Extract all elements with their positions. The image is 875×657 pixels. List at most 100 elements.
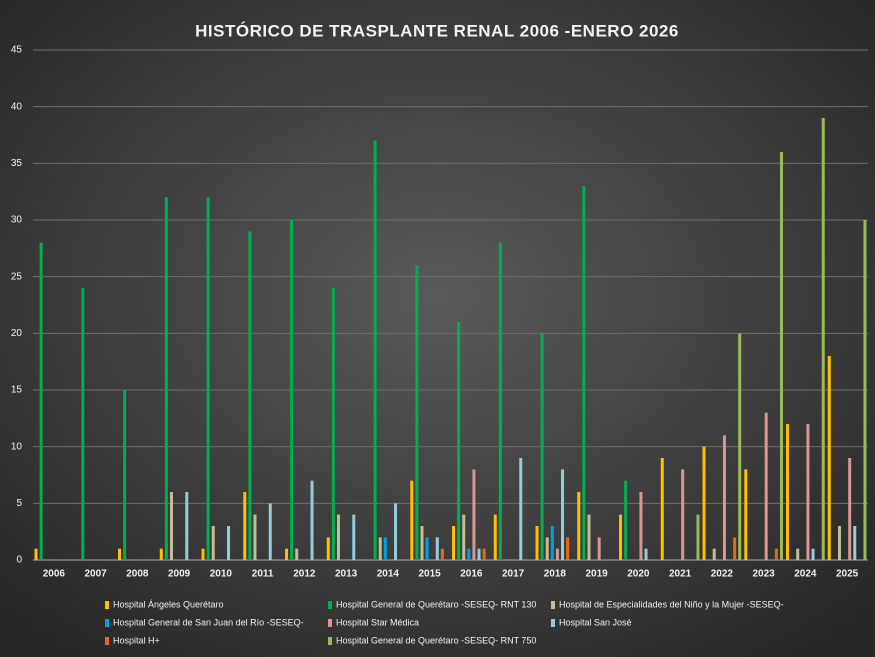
y-tick-label: 5 xyxy=(16,498,22,509)
bar xyxy=(248,231,252,561)
bar xyxy=(472,469,476,560)
legend-swatch xyxy=(551,619,555,627)
x-tick-label: 2007 xyxy=(85,569,108,580)
y-tick-label: 10 xyxy=(11,441,23,452)
x-tick-label: 2006 xyxy=(43,569,66,580)
x-tick-label: 2010 xyxy=(210,569,233,580)
bar xyxy=(796,548,800,560)
bar xyxy=(848,458,852,560)
bar xyxy=(550,526,554,560)
bar xyxy=(253,514,257,560)
legend-swatch xyxy=(328,637,332,645)
legend-label: Hospital Star Médica xyxy=(336,617,419,627)
bar xyxy=(378,537,382,560)
bar xyxy=(806,424,810,560)
bar xyxy=(394,503,398,560)
bar xyxy=(555,548,559,560)
legend-swatch xyxy=(328,601,332,609)
bar xyxy=(201,548,205,560)
bar xyxy=(462,514,466,560)
bar xyxy=(821,118,825,560)
bar xyxy=(34,548,38,560)
legend-swatch xyxy=(328,619,332,627)
bar xyxy=(811,548,815,560)
bar xyxy=(545,537,549,560)
bar xyxy=(435,537,439,560)
bar xyxy=(477,548,481,560)
bar xyxy=(185,492,189,560)
bar xyxy=(295,548,299,560)
bar xyxy=(493,514,497,560)
bar xyxy=(644,548,648,560)
y-tick-label: 45 xyxy=(11,45,23,56)
bar xyxy=(587,514,591,560)
bar xyxy=(863,220,867,560)
bar xyxy=(702,446,706,560)
y-tick-label: 25 xyxy=(11,271,23,282)
legend-swatch xyxy=(551,601,555,609)
bar xyxy=(164,197,168,561)
x-tick-label: 2020 xyxy=(627,569,650,580)
bar xyxy=(352,514,356,560)
x-tick-label: 2019 xyxy=(586,569,609,580)
bar xyxy=(440,548,444,560)
bar xyxy=(561,469,565,560)
x-tick-label: 2021 xyxy=(669,569,692,580)
bar xyxy=(738,333,742,560)
bar xyxy=(744,469,748,560)
bar xyxy=(639,492,643,560)
y-tick-label: 40 xyxy=(11,101,23,112)
bar xyxy=(482,548,486,560)
x-tick-label: 2011 xyxy=(252,569,274,580)
bar xyxy=(660,458,664,560)
bar xyxy=(457,322,461,560)
bar xyxy=(410,480,414,560)
x-tick-label: 2008 xyxy=(126,569,149,580)
legend-swatch xyxy=(105,637,109,645)
bar xyxy=(786,424,790,560)
bar xyxy=(81,288,85,560)
bar xyxy=(425,537,429,560)
x-tick-label: 2009 xyxy=(168,569,191,580)
bar xyxy=(566,537,570,560)
bar xyxy=(624,480,628,560)
bar xyxy=(597,537,601,560)
bar xyxy=(582,186,586,560)
bar xyxy=(519,458,523,560)
bar xyxy=(243,492,247,560)
x-tick-label: 2012 xyxy=(293,569,316,580)
bar xyxy=(39,242,43,560)
bar xyxy=(268,503,272,560)
y-tick-label: 35 xyxy=(11,158,23,169)
legend-swatch xyxy=(105,619,109,627)
y-tick-label: 15 xyxy=(11,385,23,396)
legend-label: Hospital General de San Juan del Río -SE… xyxy=(113,617,304,627)
bar xyxy=(779,152,783,560)
bar xyxy=(331,288,335,560)
y-tick-label: 0 xyxy=(16,555,22,566)
bar xyxy=(681,469,685,560)
bar xyxy=(420,526,424,560)
bar xyxy=(123,390,127,560)
bar xyxy=(853,526,857,560)
bar xyxy=(336,514,340,560)
bar xyxy=(159,548,163,560)
bar xyxy=(383,537,387,560)
bar xyxy=(452,526,456,560)
chart-title: HISTÓRICO DE TRASPLANTE RENAL 2006 -ENER… xyxy=(195,21,679,40)
bar xyxy=(467,548,471,560)
x-tick-label: 2024 xyxy=(794,569,817,580)
legend-label: Hospital de Especialidades del Niño y la… xyxy=(559,599,784,609)
bar xyxy=(290,220,294,560)
x-tick-label: 2025 xyxy=(836,569,859,580)
bar xyxy=(498,242,502,560)
x-tick-label: 2013 xyxy=(335,569,358,580)
bar xyxy=(535,526,539,560)
bar xyxy=(696,514,700,560)
bar xyxy=(373,140,377,560)
bar xyxy=(577,492,581,560)
legend-label: Hospital Ángeles Querétaro xyxy=(113,599,224,609)
bar xyxy=(415,265,419,560)
legend-swatch xyxy=(105,601,109,609)
